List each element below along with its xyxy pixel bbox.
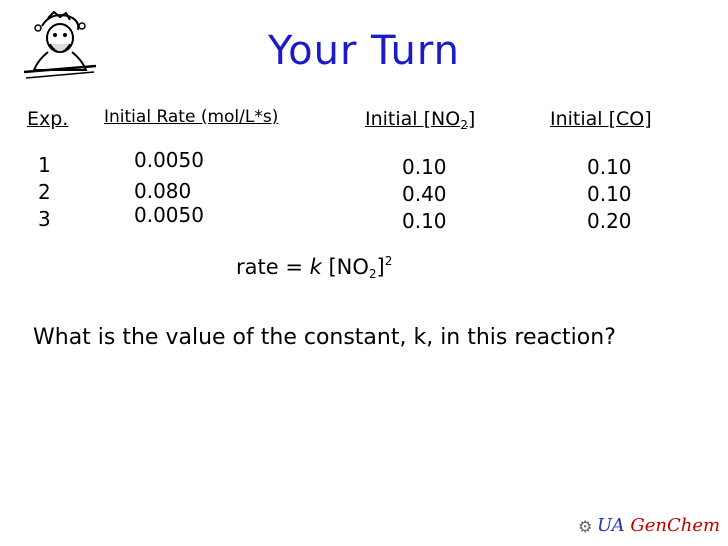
footer-logo: UA GenChem <box>597 515 720 536</box>
header-initial-rate: Initial Rate (mol/L*s) <box>104 107 279 127</box>
equation-k: k <box>309 255 322 279</box>
row-3-no2: 0.10 <box>402 209 447 233</box>
header-initial-co: Initial [CO] <box>550 108 652 130</box>
equation-lhs: rate = <box>236 255 310 279</box>
equation-bracket-close: ] <box>376 255 385 279</box>
row-3-co: 0.20 <box>587 209 632 233</box>
row-1-rate: 0.0050 <box>134 148 204 172</box>
header-exp: Exp. <box>27 108 69 130</box>
equation-exponent: 2 <box>384 254 393 268</box>
row-2-exp: 2 <box>38 180 51 204</box>
row-1-exp: 1 <box>38 153 51 177</box>
header-no2-subscript: 2 <box>460 118 468 132</box>
rate-law-equation: rate = k [NO2]2 <box>236 254 392 281</box>
equation-subscript: 2 <box>368 267 377 281</box>
header-initial-no2: Initial [NO2] <box>365 108 475 132</box>
row-2-co: 0.10 <box>587 182 632 206</box>
scientist-cartoon-icon <box>23 10 97 79</box>
row-1-no2: 0.10 <box>402 155 447 179</box>
question-text: What is the value of the constant, k, in… <box>33 325 616 350</box>
footer-genchem: GenChem <box>630 515 721 536</box>
header-no2-prefix: Initial [NO <box>365 108 461 130</box>
row-1-co: 0.10 <box>587 155 632 179</box>
page-title: Your Turn <box>268 28 460 74</box>
header-no2-suffix: ] <box>467 108 476 130</box>
equation-bracket-open: [NO <box>321 255 369 279</box>
gear-icon: ⚙ <box>578 517 593 536</box>
row-3-rate: 0.0050 <box>134 203 204 227</box>
row-2-rate: 0.080 <box>134 179 192 203</box>
footer-ua: UA <box>597 515 625 536</box>
row-3-exp: 3 <box>38 207 51 231</box>
row-2-no2: 0.40 <box>402 182 447 206</box>
